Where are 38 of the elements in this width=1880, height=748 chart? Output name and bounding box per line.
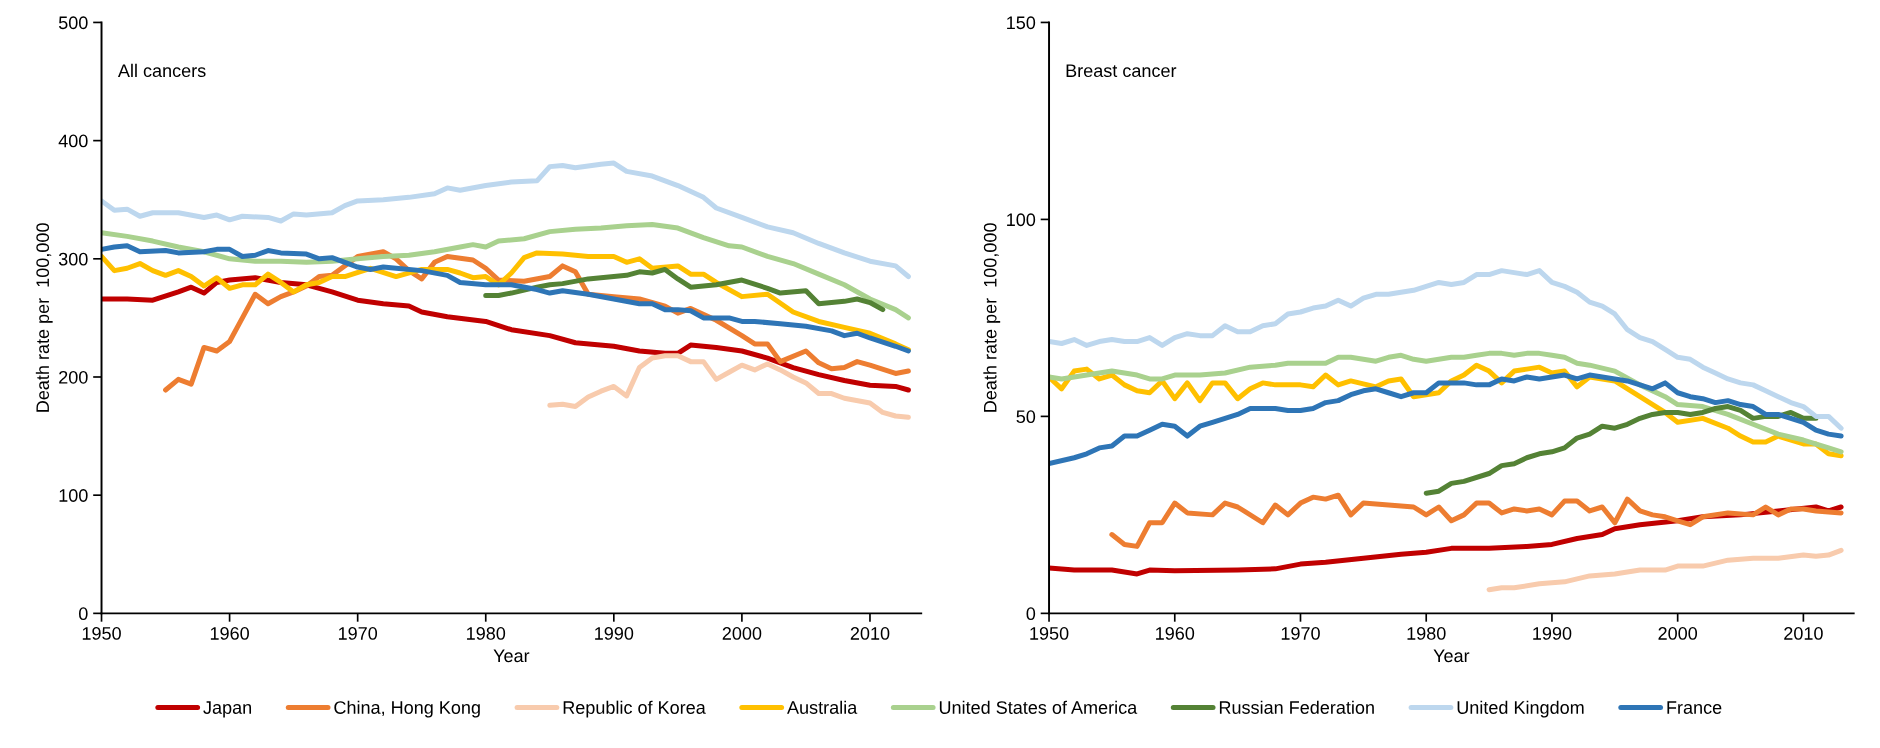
y-tick-label: 300 <box>58 252 88 266</box>
x-tick-label: 1960 <box>210 627 249 640</box>
y-tick-label: 0 <box>78 607 88 621</box>
x-axis-title: Year <box>493 649 530 663</box>
y-tick-label: 100 <box>1007 213 1036 227</box>
y-tick-label: 500 <box>58 16 88 30</box>
x-tick-label: 1980 <box>1407 627 1446 640</box>
x-tick-label: 2000 <box>1658 627 1698 640</box>
y-tick-label: 100 <box>59 489 88 502</box>
x-tick-label: 1970 <box>1281 627 1320 640</box>
x-tick-label: 1980 <box>467 627 506 640</box>
x-tick-label: 1950 <box>82 627 121 640</box>
annotation: Breast cancer <box>1066 64 1177 78</box>
x-tick-label: 1990 <box>595 627 634 640</box>
legend-label: Russian Federation <box>1219 700 1374 714</box>
x-tick-label: 2010 <box>1784 627 1823 640</box>
y-tick-label: 50 <box>1016 410 1036 424</box>
x-tick-label: 1950 <box>1030 627 1069 640</box>
y-tick-label: 0 <box>1026 607 1036 621</box>
y-tick-label: 150 <box>1007 16 1036 30</box>
legend-label: France <box>1667 701 1722 714</box>
x-axis-title: Year <box>1433 649 1470 663</box>
x-tick-label: 1970 <box>338 627 378 640</box>
x-tick-label: 2010 <box>850 627 890 640</box>
y-axis-title: Death rate per 100,000 <box>35 223 53 412</box>
y-tick-label: 200 <box>59 370 88 384</box>
legend-label: Japan <box>203 701 252 718</box>
legend-label: United States of America <box>939 700 1138 714</box>
legend-label: Australia <box>787 700 858 714</box>
legend-label: China, Hong Kong <box>334 700 480 718</box>
legend-label: United Kingdom <box>1457 700 1584 718</box>
y-tick-label: 400 <box>58 134 88 148</box>
y-axis-title: Death rate per 100,000 <box>983 223 1001 412</box>
x-tick-label: 1960 <box>1156 627 1195 640</box>
x-tick-label: 2000 <box>722 627 762 640</box>
x-tick-label: 1990 <box>1533 627 1572 640</box>
annotation: All cancers <box>117 63 206 78</box>
legend-label: Republic of Korea <box>563 700 706 718</box>
